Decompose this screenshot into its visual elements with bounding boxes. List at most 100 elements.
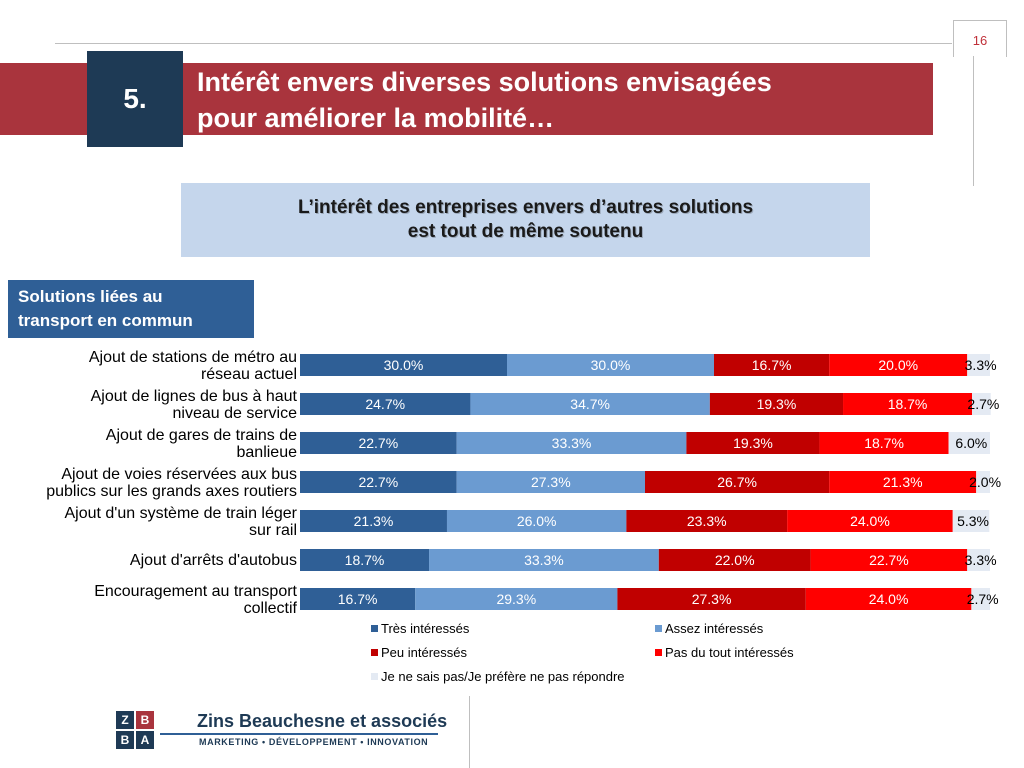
bar-segment bbox=[829, 354, 968, 376]
category-label: Encouragement au transport collectif bbox=[94, 583, 297, 617]
bar-segment bbox=[976, 471, 990, 493]
data-label: 26.7% bbox=[717, 474, 757, 490]
data-label: 23.3% bbox=[687, 513, 727, 529]
stacked-bar-chart: Ajout de stations de métro au réseau actu… bbox=[46, 349, 1001, 684]
data-label: 19.3% bbox=[733, 435, 773, 451]
data-label: 3.3% bbox=[965, 357, 997, 373]
bar-segment bbox=[300, 354, 507, 376]
legend-label: Je ne sais pas/Je préfère ne pas répondr… bbox=[381, 669, 625, 684]
bar-segment bbox=[456, 432, 687, 454]
data-label: 33.3% bbox=[524, 552, 564, 568]
bar-segment bbox=[300, 549, 430, 571]
category-label-line: Ajout de voies réservées aux bus bbox=[61, 466, 297, 483]
page-title: Intérêt envers diverses solutions envisa… bbox=[197, 64, 917, 136]
legend-swatch bbox=[371, 625, 378, 632]
page-number-box: 16 bbox=[953, 20, 1007, 57]
category-line-1: Solutions liées au bbox=[18, 287, 163, 306]
data-label: 33.3% bbox=[552, 435, 592, 451]
company-tagline: MARKETING • DÉVELOPPEMENT • INNOVATION bbox=[199, 737, 429, 747]
bar-segment bbox=[300, 393, 471, 415]
top-rule bbox=[55, 43, 952, 44]
category-label-line: Ajout de lignes de bus à haut bbox=[91, 388, 298, 405]
legend-label: Pas du tout intéressés bbox=[665, 645, 794, 660]
bar-segment bbox=[300, 471, 457, 493]
data-label: 22.7% bbox=[358, 474, 398, 490]
bar-segment bbox=[300, 432, 457, 454]
bar-segment bbox=[415, 588, 618, 610]
data-label: 22.7% bbox=[358, 435, 398, 451]
logo-cell: A bbox=[136, 731, 154, 749]
category-label-line: banlieue bbox=[237, 444, 298, 461]
bar-segment bbox=[686, 432, 820, 454]
company-name: Zins Beauchesne et associés bbox=[197, 711, 448, 731]
logo-cell: B bbox=[116, 731, 134, 749]
bar-segment bbox=[714, 354, 830, 376]
data-label: 27.3% bbox=[531, 474, 571, 490]
category-label: Ajout d'un système de train léger sur rai… bbox=[64, 505, 297, 539]
data-label: 30.0% bbox=[591, 357, 631, 373]
footer-divider bbox=[469, 696, 470, 768]
data-label: 29.3% bbox=[496, 591, 536, 607]
bar-segment bbox=[805, 588, 972, 610]
category-label-line: collectif bbox=[244, 600, 298, 617]
category-label-line: sur rail bbox=[249, 522, 297, 539]
data-label: 22.0% bbox=[715, 552, 755, 568]
category-label-line: Encouragement au transport bbox=[94, 583, 297, 600]
category-label: Ajout de gares de trains de banlieue bbox=[106, 427, 297, 461]
bar-segment bbox=[470, 393, 710, 415]
category-label-line: Ajout de stations de métro au bbox=[89, 349, 297, 366]
subtitle-box: L’intérêt des entreprises envers d’autre… bbox=[181, 183, 870, 257]
bar-segment bbox=[709, 393, 844, 415]
subtitle-line-1: L’intérêt des entreprises envers d’autre… bbox=[297, 197, 754, 218]
legend-swatch bbox=[371, 649, 378, 656]
bar-segment bbox=[952, 510, 990, 532]
logo-cell: B bbox=[136, 711, 154, 729]
data-label: 2.0% bbox=[969, 474, 1001, 490]
data-label: 24.0% bbox=[850, 513, 890, 529]
data-label: 2.7% bbox=[967, 591, 999, 607]
subtitle-line-2: est tout de même soutenu bbox=[407, 221, 644, 242]
category-label-line: réseau actuel bbox=[201, 366, 297, 383]
bar-segment bbox=[645, 471, 830, 493]
bar-segment bbox=[507, 354, 714, 376]
bar-segment bbox=[617, 588, 806, 610]
bar-segment bbox=[429, 549, 659, 571]
data-label: 24.0% bbox=[869, 591, 909, 607]
data-label: 21.3% bbox=[354, 513, 394, 529]
bar-segment bbox=[971, 588, 990, 610]
data-label: 16.7% bbox=[338, 591, 378, 607]
data-label: 18.7% bbox=[864, 435, 904, 451]
bar-segment bbox=[829, 471, 977, 493]
page-title-line-1: Intérêt envers diverses solutions envisa… bbox=[197, 67, 772, 97]
data-label: 6.0% bbox=[955, 435, 987, 451]
category-label: Ajout de lignes de bus à haut niveau de s… bbox=[91, 388, 298, 422]
logo-rule bbox=[160, 733, 438, 735]
bar-segment bbox=[300, 510, 447, 532]
data-label: 26.0% bbox=[517, 513, 557, 529]
bar-segment bbox=[967, 354, 990, 376]
data-label: 21.3% bbox=[883, 474, 923, 490]
legend-label: Peu intéressés bbox=[381, 645, 467, 660]
category-line-2: transport en commun bbox=[18, 311, 193, 330]
bar-segment bbox=[972, 393, 991, 415]
page-number: 16 bbox=[972, 33, 988, 48]
bar-segment bbox=[843, 393, 973, 415]
data-label: 2.7% bbox=[967, 396, 999, 412]
page-divider bbox=[973, 56, 974, 186]
legend-label: Assez intéressés bbox=[665, 621, 764, 636]
data-label: 22.7% bbox=[869, 552, 909, 568]
legend-label: Très intéressés bbox=[381, 621, 470, 636]
category-box: Solutions liées au transport en commun bbox=[8, 280, 254, 338]
data-label: 24.7% bbox=[365, 396, 405, 412]
bar-segment bbox=[446, 510, 627, 532]
data-label: 20.0% bbox=[878, 357, 918, 373]
data-label: 16.7% bbox=[752, 357, 792, 373]
logo-cell: Z bbox=[116, 711, 134, 729]
data-label: 18.7% bbox=[888, 396, 928, 412]
legend-swatch bbox=[371, 673, 378, 680]
bar-segment bbox=[967, 549, 990, 571]
data-label: 27.3% bbox=[692, 591, 732, 607]
bar-segment bbox=[810, 549, 968, 571]
category-label-line: niveau de service bbox=[172, 405, 297, 422]
category-label-line: Ajout de gares de trains de bbox=[106, 427, 297, 444]
